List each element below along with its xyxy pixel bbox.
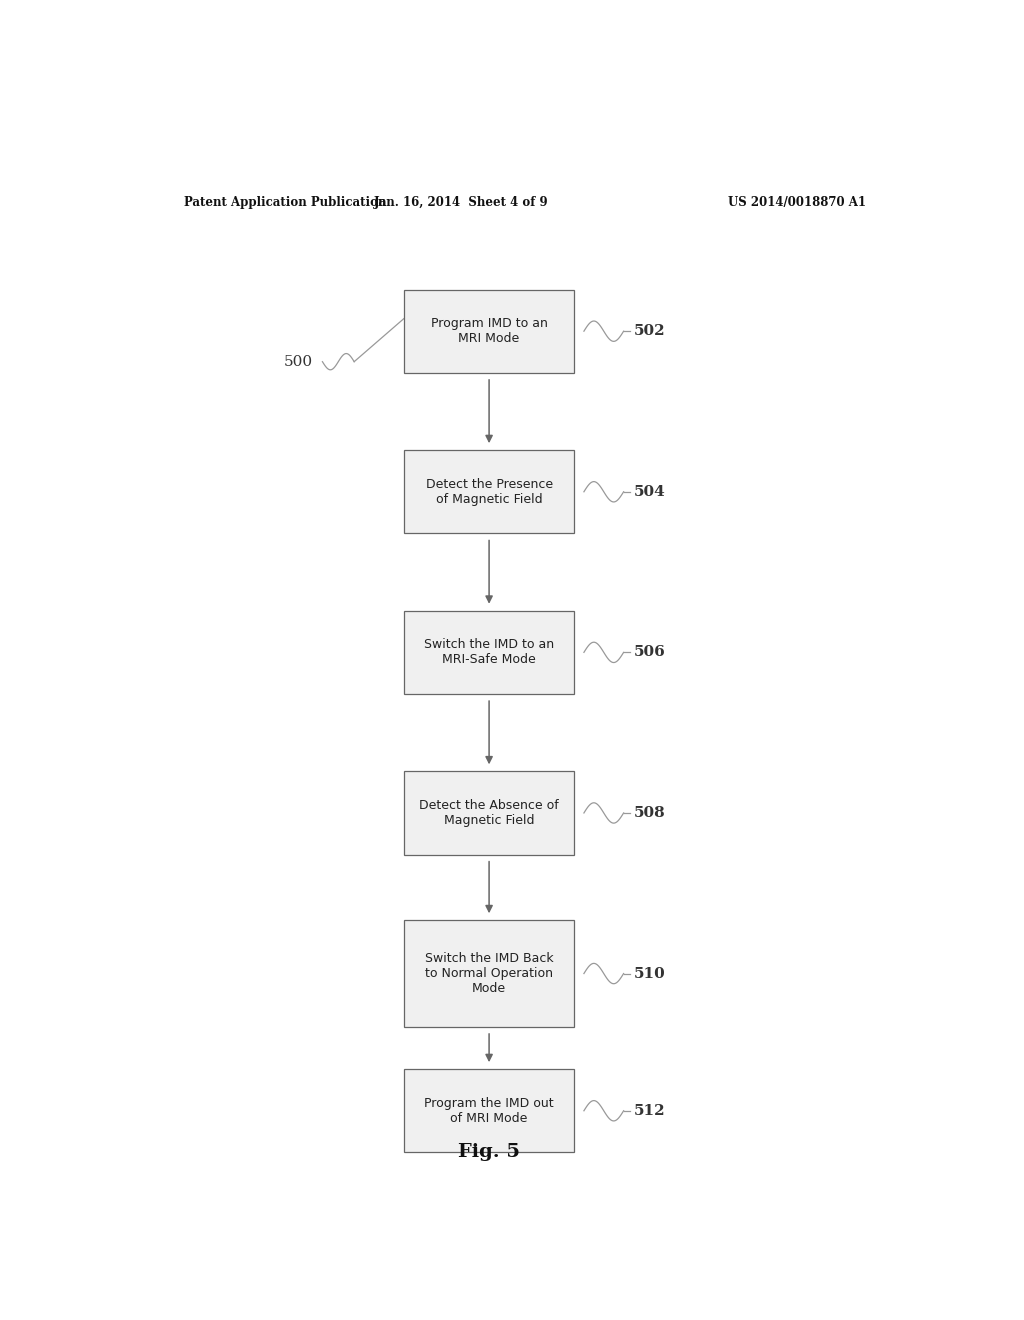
Text: Program the IMD out
of MRI Mode: Program the IMD out of MRI Mode — [424, 1097, 554, 1125]
Text: Switch the IMD to an
MRI-Safe Mode: Switch the IMD to an MRI-Safe Mode — [424, 639, 554, 667]
FancyBboxPatch shape — [403, 289, 574, 372]
Text: 512: 512 — [634, 1104, 666, 1118]
FancyBboxPatch shape — [403, 450, 574, 533]
Text: Detect the Presence
of Magnetic Field: Detect the Presence of Magnetic Field — [426, 478, 553, 506]
Text: Switch the IMD Back
to Normal Operation
Mode: Switch the IMD Back to Normal Operation … — [425, 952, 553, 995]
Text: Patent Application Publication: Patent Application Publication — [183, 195, 386, 209]
FancyBboxPatch shape — [403, 611, 574, 694]
Text: US 2014/0018870 A1: US 2014/0018870 A1 — [728, 195, 866, 209]
Text: Detect the Absence of
Magnetic Field: Detect the Absence of Magnetic Field — [419, 799, 559, 826]
Text: Program IMD to an
MRI Mode: Program IMD to an MRI Mode — [431, 317, 548, 346]
Text: Jan. 16, 2014  Sheet 4 of 9: Jan. 16, 2014 Sheet 4 of 9 — [374, 195, 549, 209]
Text: 504: 504 — [634, 484, 666, 499]
Text: Fig. 5: Fig. 5 — [458, 1143, 520, 1162]
Text: 500: 500 — [284, 355, 313, 368]
Text: 502: 502 — [634, 325, 666, 338]
Text: 506: 506 — [634, 645, 666, 660]
Text: 510: 510 — [634, 966, 666, 981]
FancyBboxPatch shape — [403, 771, 574, 854]
FancyBboxPatch shape — [403, 920, 574, 1027]
Text: 508: 508 — [634, 807, 666, 820]
FancyBboxPatch shape — [403, 1069, 574, 1152]
